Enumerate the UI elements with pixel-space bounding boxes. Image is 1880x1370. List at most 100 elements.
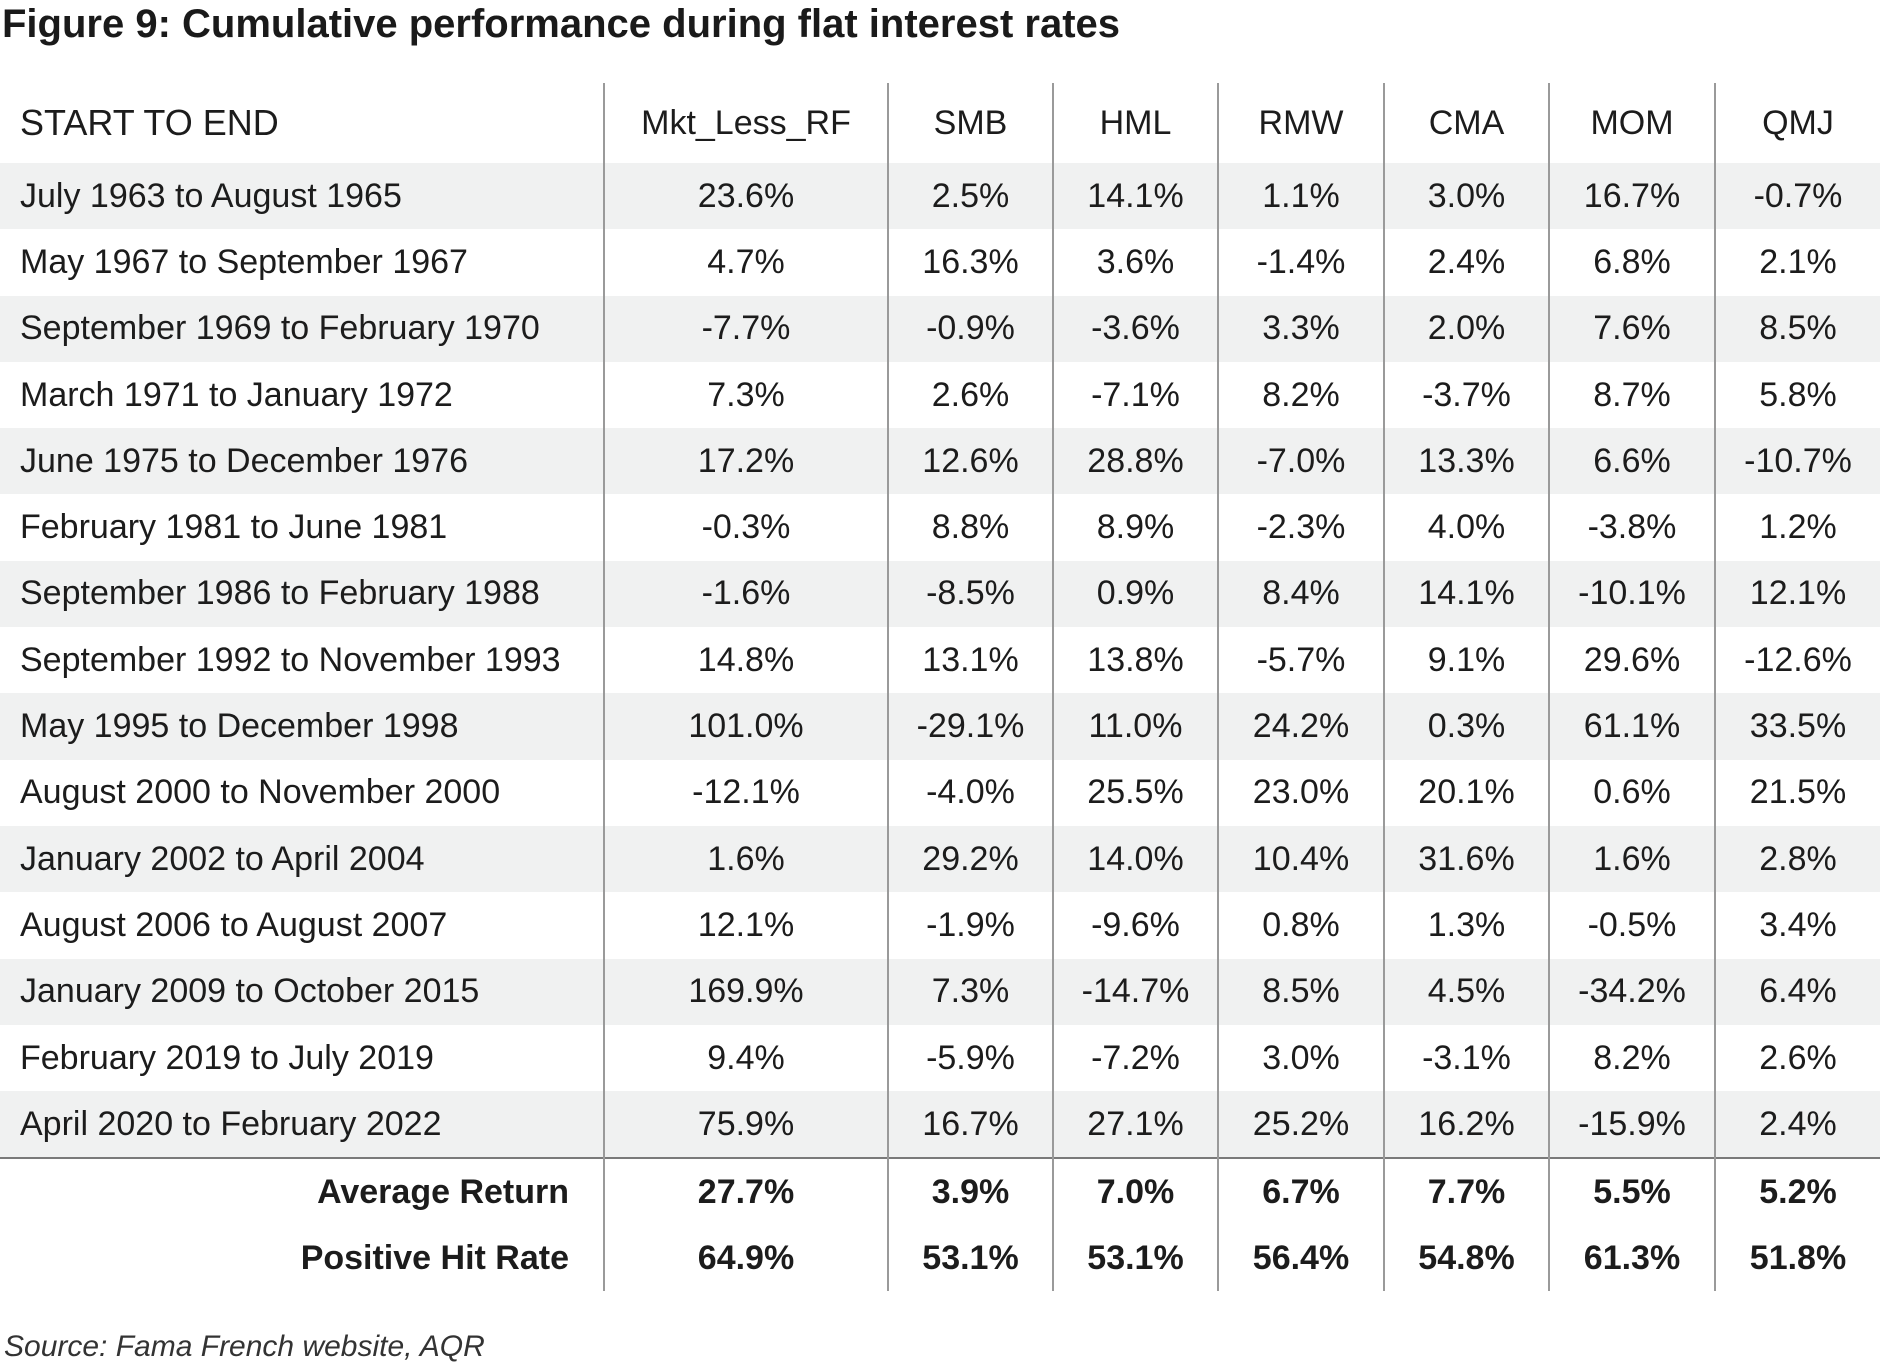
value-cell: -0.7% <box>1714 163 1880 230</box>
value-cell: 0.6% <box>1548 759 1715 826</box>
value-cell: 7.3% <box>603 361 888 429</box>
value-cell: 4.5% <box>1383 958 1549 1025</box>
column-header-mkt-less-rf: Mkt_Less_RF <box>603 83 888 163</box>
period-cell: September 1986 to February 1988 <box>0 560 604 628</box>
value-cell: 8.9% <box>1052 494 1218 561</box>
value-cell: 31.6% <box>1383 825 1549 893</box>
value-cell: -7.7% <box>603 295 888 362</box>
value-cell: 16.7% <box>887 1091 1053 1159</box>
value-cell: 2.5% <box>887 163 1053 230</box>
table-row: February 1981 to June 1981 -0.3% 8.8% 8.9% -… <box>0 494 1880 561</box>
summary-value: 56.4% <box>1217 1225 1384 1292</box>
column-header-cma: CMA <box>1383 83 1549 163</box>
period-cell: June 1975 to December 1976 <box>0 428 604 495</box>
period-cell: May 1995 to December 1998 <box>0 693 604 760</box>
value-cell: 13.3% <box>1383 428 1549 495</box>
value-cell: 16.2% <box>1383 1091 1549 1159</box>
value-cell: 14.1% <box>1383 560 1549 628</box>
value-cell: 16.7% <box>1548 163 1715 230</box>
value-cell: 8.5% <box>1714 295 1880 362</box>
value-cell: 8.2% <box>1548 1024 1715 1092</box>
period-cell: August 2000 to November 2000 <box>0 759 604 826</box>
value-cell: -1.9% <box>887 892 1053 959</box>
value-cell: 29.6% <box>1548 627 1715 694</box>
value-cell: 12.1% <box>1714 560 1880 628</box>
value-cell: 28.8% <box>1052 428 1218 495</box>
value-cell: 8.7% <box>1548 361 1715 429</box>
column-header-smb: SMB <box>887 83 1053 163</box>
value-cell: 23.0% <box>1217 759 1384 826</box>
summary-label: Average Return <box>0 1157 604 1226</box>
table-row: May 1967 to September 1967 4.7% 16.3% 3.6% -… <box>0 229 1880 296</box>
summary-value: 27.7% <box>603 1157 888 1226</box>
value-cell: -15.9% <box>1548 1091 1715 1159</box>
value-cell: 16.3% <box>887 229 1053 296</box>
value-cell: -34.2% <box>1548 958 1715 1025</box>
value-cell: 10.4% <box>1217 825 1384 893</box>
value-cell: 4.7% <box>603 229 888 296</box>
value-cell: -7.2% <box>1052 1024 1218 1092</box>
value-cell: -7.1% <box>1052 361 1218 429</box>
value-cell: -8.5% <box>887 560 1053 628</box>
value-cell: 1.3% <box>1383 892 1549 959</box>
value-cell: -10.7% <box>1714 428 1880 495</box>
period-cell: February 1981 to June 1981 <box>0 494 604 561</box>
summary-value: 3.9% <box>887 1157 1053 1226</box>
table-body: July 1963 to August 1965 23.6% 2.5% 14.1% 1.… <box>0 163 1880 1159</box>
value-cell: -29.1% <box>887 693 1053 760</box>
value-cell: -0.9% <box>887 295 1053 362</box>
value-cell: 8.8% <box>887 494 1053 561</box>
value-cell: -9.6% <box>1052 892 1218 959</box>
summary-value: 7.7% <box>1383 1157 1549 1226</box>
value-cell: 6.8% <box>1548 229 1715 296</box>
value-cell: -14.7% <box>1052 958 1218 1025</box>
value-cell: -7.0% <box>1217 428 1384 495</box>
table-header: START TO END Mkt_Less_RF SMB HML RMW CMA MOM QM… <box>0 83 1880 163</box>
value-cell: 61.1% <box>1548 693 1715 760</box>
table-row: April 2020 to February 2022 75.9% 16.7% 27.… <box>0 1091 1880 1159</box>
value-cell: -4.0% <box>887 759 1053 826</box>
table-row: August 2006 to August 2007 12.1% -1.9% -9.6… <box>0 892 1880 959</box>
value-cell: 169.9% <box>603 958 888 1025</box>
period-cell: March 1971 to January 1972 <box>0 361 604 429</box>
value-cell: 14.0% <box>1052 825 1218 893</box>
summary-value: 7.0% <box>1052 1157 1218 1226</box>
value-cell: -3.6% <box>1052 295 1218 362</box>
period-cell: May 1967 to September 1967 <box>0 229 604 296</box>
value-cell: -12.6% <box>1714 627 1880 694</box>
value-cell: 3.6% <box>1052 229 1218 296</box>
value-cell: 0.3% <box>1383 693 1549 760</box>
value-cell: 2.0% <box>1383 295 1549 362</box>
value-cell: 6.6% <box>1548 428 1715 495</box>
value-cell: 21.5% <box>1714 759 1880 826</box>
value-cell: -10.1% <box>1548 560 1715 628</box>
value-cell: -0.3% <box>603 494 888 561</box>
table-row: September 1992 to November 1993 14.8% 13.1… <box>0 627 1880 694</box>
value-cell: -0.5% <box>1548 892 1715 959</box>
value-cell: 25.2% <box>1217 1091 1384 1159</box>
header-row: START TO END Mkt_Less_RF SMB HML RMW CMA MOM QM… <box>0 83 1880 163</box>
value-cell: 2.6% <box>887 361 1053 429</box>
value-cell: 7.3% <box>887 958 1053 1025</box>
value-cell: -3.7% <box>1383 361 1549 429</box>
value-cell: 1.6% <box>1548 825 1715 893</box>
period-cell: April 2020 to February 2022 <box>0 1091 604 1159</box>
period-cell: January 2002 to April 2004 <box>0 825 604 893</box>
value-cell: 5.8% <box>1714 361 1880 429</box>
value-cell: 2.4% <box>1714 1091 1880 1159</box>
value-cell: 2.4% <box>1383 229 1549 296</box>
table-row: July 1963 to August 1965 23.6% 2.5% 14.1% 1.… <box>0 163 1880 230</box>
value-cell: 0.8% <box>1217 892 1384 959</box>
value-cell: 1.6% <box>603 825 888 893</box>
value-cell: 29.2% <box>887 825 1053 893</box>
value-cell: 20.1% <box>1383 759 1549 826</box>
value-cell: 8.2% <box>1217 361 1384 429</box>
value-cell: 3.4% <box>1714 892 1880 959</box>
column-header-rmw: RMW <box>1217 83 1384 163</box>
value-cell: 14.8% <box>603 627 888 694</box>
value-cell: 12.6% <box>887 428 1053 495</box>
summary-value: 5.5% <box>1548 1157 1715 1226</box>
summary-value: 51.8% <box>1714 1225 1880 1292</box>
value-cell: 25.5% <box>1052 759 1218 826</box>
value-cell: 3.0% <box>1217 1024 1384 1092</box>
